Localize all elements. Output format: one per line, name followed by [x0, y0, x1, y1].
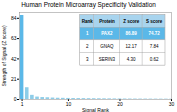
svg-text:SERIN3: SERIN3 [99, 57, 116, 62]
svg-text:63: 63 [11, 35, 17, 41]
svg-text:3: 3 [86, 57, 89, 62]
svg-text:30: 30 [169, 101, 175, 107]
svg-text:86.89: 86.89 [126, 31, 138, 36]
svg-text:1: 1 [86, 31, 89, 36]
svg-text:21: 21 [11, 76, 17, 82]
svg-text:74.72: 74.72 [148, 31, 160, 36]
svg-text:Rank: Rank [82, 19, 94, 24]
svg-text:12.17: 12.17 [126, 44, 138, 49]
svg-text:S score: S score [146, 19, 163, 24]
html-text:Human Protein Microarray Speci: Human Protein Microarray Specificity Val… [21, 1, 156, 8]
svg-text:20: 20 [117, 101, 123, 107]
svg-text:GNAQ: GNAQ [100, 44, 114, 49]
svg-text:7.84: 7.84 [150, 44, 159, 49]
svg-text:PAX2: PAX2 [101, 31, 113, 36]
svg-text:Protein: Protein [99, 19, 115, 24]
svg-text:2: 2 [86, 44, 89, 49]
svg-text:84: 84 [11, 15, 17, 21]
svg-text:0.62: 0.62 [150, 57, 159, 62]
svg-text:4.30: 4.30 [127, 57, 136, 62]
svg-text:Z score: Z score [123, 19, 140, 24]
svg-text:1: 1 [21, 101, 24, 107]
svg-text:10: 10 [66, 101, 72, 107]
svg-text:42: 42 [11, 56, 17, 62]
svg-text:Strength of Signal (Z score): Strength of Signal (Z score) [1, 25, 7, 86]
svg-text:0: 0 [14, 96, 17, 102]
svg-text:Signal Rank: Signal Rank [82, 107, 109, 112]
